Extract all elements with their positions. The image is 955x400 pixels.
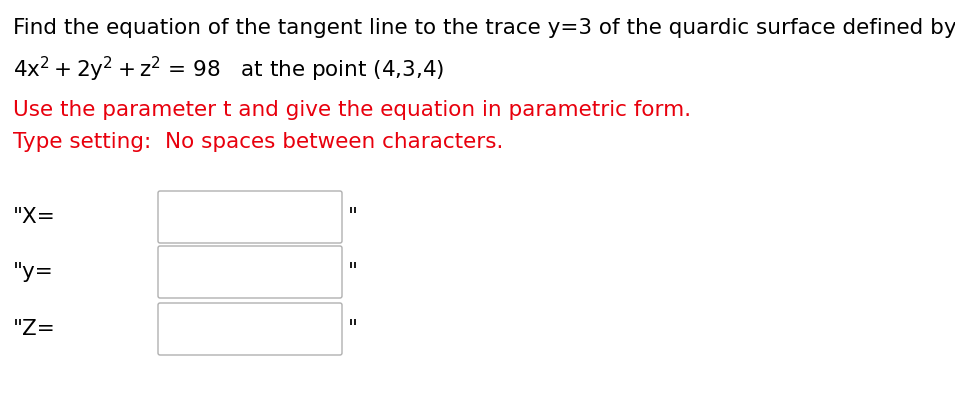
FancyBboxPatch shape <box>158 303 342 355</box>
Text: ": " <box>348 262 358 282</box>
Text: ": " <box>348 319 358 339</box>
FancyBboxPatch shape <box>158 246 342 298</box>
Text: "Z=: "Z= <box>13 319 55 339</box>
Text: Find the equation of the tangent line to the trace y=3 of the quardic surface de: Find the equation of the tangent line to… <box>13 18 955 38</box>
Text: "y=: "y= <box>13 262 53 282</box>
Text: Type setting:  No spaces between characters.: Type setting: No spaces between characte… <box>13 132 503 152</box>
Text: $\mathregular{4x^2 + 2y^2 + z^2}$ = 98   at the point (4,3,4): $\mathregular{4x^2 + 2y^2 + z^2}$ = 98 a… <box>13 55 444 84</box>
Text: Use the parameter t and give the equation in parametric form.: Use the parameter t and give the equatio… <box>13 100 691 120</box>
FancyBboxPatch shape <box>158 191 342 243</box>
Text: "X=: "X= <box>13 207 55 227</box>
Text: ": " <box>348 207 358 227</box>
